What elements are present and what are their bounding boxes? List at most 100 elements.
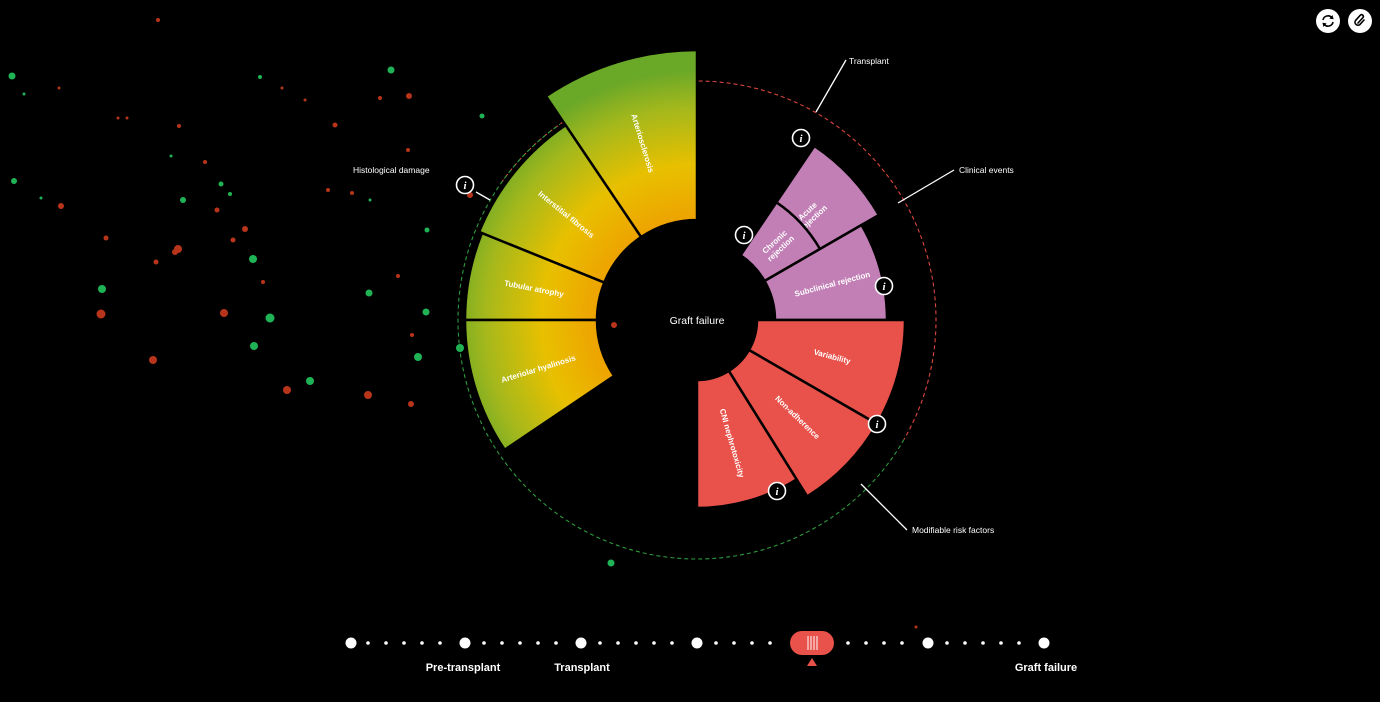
timeline-label-pre-transplant[interactable]: Pre-transplant xyxy=(425,662,501,674)
timeline-minor-dot[interactable] xyxy=(768,641,772,645)
timeline-major-dot[interactable] xyxy=(1038,637,1050,649)
timeline-minor-dot[interactable] xyxy=(500,641,504,645)
particle xyxy=(220,309,228,317)
timeline-minor-dot[interactable] xyxy=(420,641,424,645)
particle xyxy=(249,255,257,263)
particle xyxy=(914,625,918,629)
timeline-minor-dot[interactable] xyxy=(634,641,638,645)
timeline-minor-dot[interactable] xyxy=(864,641,868,645)
timeline-minor-dot[interactable] xyxy=(900,641,904,645)
particle xyxy=(177,124,181,128)
particle xyxy=(406,148,410,152)
particle xyxy=(125,116,129,120)
particle xyxy=(8,72,16,80)
particle xyxy=(98,285,106,293)
timeline-minor-dot[interactable] xyxy=(1017,641,1021,645)
timeline-label-graft-failure[interactable]: Graft failure xyxy=(1014,662,1078,674)
sector-cni-nephrotoxicity[interactable] xyxy=(695,369,799,510)
sector-chronic-rejection[interactable] xyxy=(738,200,822,283)
timeline-minor-dot[interactable] xyxy=(598,641,602,645)
timeline-major-dot[interactable] xyxy=(691,637,703,649)
histological-damage-callout-line xyxy=(475,191,491,201)
timeline-minor-dot[interactable] xyxy=(554,641,558,645)
timeline-major-dot[interactable] xyxy=(459,637,471,649)
particle xyxy=(410,333,414,337)
particle xyxy=(378,96,382,100)
timeline-minor-dot[interactable] xyxy=(536,641,540,645)
refresh-button[interactable] xyxy=(1316,9,1340,33)
timeline-minor-dot[interactable] xyxy=(846,641,850,645)
particle xyxy=(218,181,224,187)
particle xyxy=(306,377,314,385)
particle xyxy=(303,98,307,102)
timeline-minor-dot[interactable] xyxy=(518,641,522,645)
timeline-minor-dot[interactable] xyxy=(482,641,486,645)
particle xyxy=(258,75,262,79)
particle xyxy=(156,18,160,22)
timeline-minor-dot[interactable] xyxy=(963,641,967,645)
particle xyxy=(387,66,395,74)
sector-arteriolar-hyalinosis[interactable] xyxy=(463,318,616,452)
info-button-non-adherence[interactable]: i xyxy=(867,414,887,434)
particle xyxy=(242,226,248,232)
timeline-minor-dot[interactable] xyxy=(670,641,674,645)
particle xyxy=(203,160,207,164)
particle xyxy=(57,86,61,90)
particle xyxy=(11,178,17,184)
link-button[interactable] xyxy=(1348,9,1372,33)
info-icon: i xyxy=(875,419,879,431)
info-button-histological-damage[interactable]: i xyxy=(455,175,475,195)
info-icon: i xyxy=(882,281,886,293)
timeline-major-dot[interactable] xyxy=(575,637,587,649)
timeline-minor-dot[interactable] xyxy=(616,641,620,645)
info-button-chronic-rejection[interactable]: i xyxy=(734,225,754,245)
particle xyxy=(283,386,291,394)
particle xyxy=(607,559,615,567)
timeline-minor-dot[interactable] xyxy=(882,641,886,645)
particle xyxy=(250,342,258,350)
timeline-minor-dot[interactable] xyxy=(438,641,442,645)
timeline-minor-dot[interactable] xyxy=(981,641,985,645)
timeline-minor-dot[interactable] xyxy=(945,641,949,645)
timeline-minor-dot[interactable] xyxy=(384,641,388,645)
sector-interstitial-fibrosis[interactable] xyxy=(477,123,643,285)
particle xyxy=(116,116,120,120)
timeline-minor-dot[interactable] xyxy=(999,641,1003,645)
particle xyxy=(22,92,26,96)
timeline-label-transplant[interactable]: Transplant xyxy=(554,662,610,674)
info-button-subclinical-rejection[interactable]: i xyxy=(874,276,894,296)
info-button-cni-nephrotoxicity[interactable]: i xyxy=(767,481,787,501)
refresh-icon xyxy=(1322,15,1334,27)
sector-arteriosclerosis[interactable] xyxy=(544,48,699,239)
timeline-minor-dot[interactable] xyxy=(750,641,754,645)
timeline-major-dot[interactable] xyxy=(345,637,357,649)
particle xyxy=(396,274,400,278)
timeline-minor-dot[interactable] xyxy=(402,641,406,645)
timeline[interactable] xyxy=(345,631,1050,666)
timeline-minor-dot[interactable] xyxy=(714,641,718,645)
transplant-callout-line xyxy=(815,59,847,113)
particle xyxy=(332,122,338,128)
timeline-slider-handle[interactable] xyxy=(790,631,834,666)
particle xyxy=(350,191,354,195)
particle xyxy=(103,235,109,241)
timeline-minor-dot[interactable] xyxy=(652,641,656,645)
particle xyxy=(326,188,330,192)
particle xyxy=(408,401,414,407)
clinical-events-callout-line xyxy=(897,169,955,204)
particle xyxy=(153,259,159,265)
timeline-minor-dot[interactable] xyxy=(732,641,736,645)
clinical-events-callout: Clinical events xyxy=(959,165,1014,175)
timeline-minor-dot[interactable] xyxy=(366,641,370,645)
info-button-acute-rejection[interactable]: i xyxy=(791,128,811,148)
link-icon xyxy=(1354,13,1365,26)
particle xyxy=(169,154,173,158)
particle xyxy=(96,309,106,319)
sector-variability[interactable] xyxy=(747,318,907,426)
particle xyxy=(39,196,43,200)
particle-field xyxy=(8,18,918,629)
timeline-major-dot[interactable] xyxy=(922,637,934,649)
modifiable-risk-callout: Modifiable risk factors xyxy=(912,525,994,535)
